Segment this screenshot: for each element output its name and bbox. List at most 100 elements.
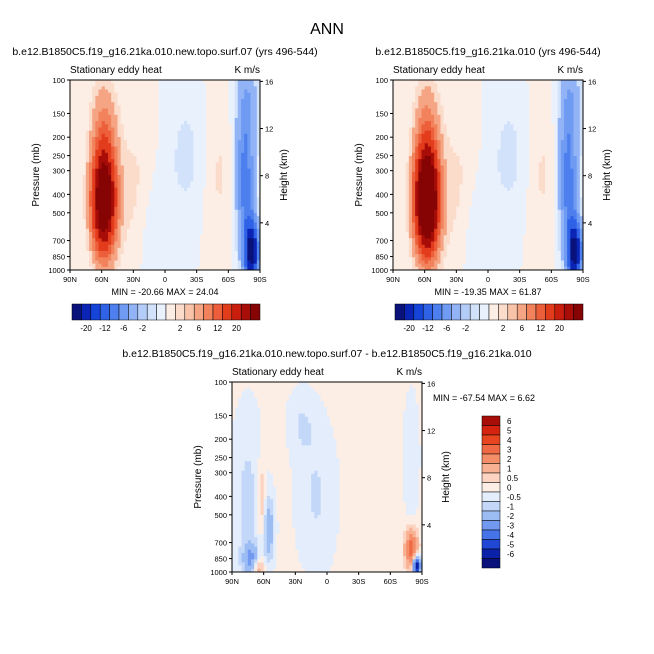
heat-cell bbox=[184, 209, 188, 214]
heat-cell bbox=[76, 235, 80, 239]
heat-cell bbox=[215, 108, 220, 113]
heat-cell bbox=[193, 194, 198, 198]
heat-cell bbox=[101, 187, 106, 192]
heat-cell bbox=[92, 86, 96, 90]
heat-cell bbox=[187, 247, 191, 252]
heat-cell bbox=[459, 124, 464, 128]
heat-cell bbox=[111, 260, 115, 265]
heat-cell bbox=[256, 213, 261, 217]
heat-cell bbox=[234, 184, 239, 189]
heat-cell bbox=[152, 105, 156, 109]
heat-cell bbox=[139, 222, 144, 227]
heat-cell bbox=[408, 89, 413, 94]
heat-cell bbox=[427, 83, 432, 87]
heat-cell bbox=[104, 222, 109, 227]
heat-cell bbox=[161, 89, 166, 94]
heat-cell bbox=[231, 200, 236, 204]
heat-cell bbox=[152, 181, 156, 185]
heat-cell bbox=[237, 206, 242, 211]
heat-cell bbox=[247, 156, 251, 160]
heat-cell bbox=[237, 247, 242, 252]
heat-cell bbox=[431, 89, 435, 94]
heat-cell bbox=[199, 152, 204, 157]
heat-cell bbox=[427, 89, 432, 94]
heat-cell bbox=[472, 102, 476, 106]
heat-cell bbox=[108, 219, 112, 223]
heat-cell bbox=[139, 114, 144, 119]
heat-cell bbox=[472, 121, 476, 125]
panel-title: b.e12.B1850C5.f19_g16.21ka.010.new.topo.… bbox=[12, 46, 317, 58]
heat-cell bbox=[256, 92, 261, 97]
heat-cell bbox=[570, 114, 574, 119]
heat-cell bbox=[465, 99, 470, 103]
heat-cell bbox=[79, 194, 84, 198]
heat-cell bbox=[92, 266, 96, 271]
heat-cell bbox=[127, 102, 131, 106]
heat-cell bbox=[98, 99, 103, 103]
heat-cell bbox=[231, 111, 236, 116]
heat-cell bbox=[152, 130, 156, 135]
heat-cell bbox=[206, 114, 210, 119]
heat-cell bbox=[76, 260, 80, 265]
heat-cell bbox=[152, 251, 156, 255]
heat-cell bbox=[529, 92, 533, 97]
heat-cell bbox=[237, 143, 242, 147]
heat-cell bbox=[180, 266, 185, 271]
heat-cell bbox=[73, 130, 77, 135]
heat-cell bbox=[541, 133, 546, 138]
heat-cell bbox=[253, 260, 258, 265]
heat-cell bbox=[120, 200, 125, 204]
heat-cell bbox=[516, 89, 521, 94]
heat-cell bbox=[206, 159, 210, 163]
heat-cell bbox=[133, 206, 137, 211]
heat-cell bbox=[85, 130, 90, 135]
heat-cell bbox=[111, 168, 115, 173]
heat-cell bbox=[127, 241, 131, 246]
heat-cell bbox=[241, 133, 245, 138]
heat-cell bbox=[203, 247, 207, 252]
heat-cell bbox=[174, 254, 179, 258]
heat-cell bbox=[510, 140, 514, 144]
heat-cell bbox=[196, 219, 201, 223]
heat-cell bbox=[522, 146, 527, 151]
heat-cell bbox=[541, 111, 546, 116]
heat-cell bbox=[114, 165, 118, 170]
heat-cell bbox=[203, 99, 207, 103]
heat-cell bbox=[165, 266, 169, 271]
heat-cell bbox=[564, 102, 568, 106]
heat-cell bbox=[481, 83, 486, 87]
heat-cell bbox=[120, 92, 125, 97]
heat-cell bbox=[180, 254, 185, 258]
heat-cell bbox=[234, 86, 239, 90]
heat-cell bbox=[535, 92, 540, 97]
heat-cell bbox=[193, 222, 198, 227]
heat-cell bbox=[459, 127, 464, 132]
heat-cell bbox=[136, 219, 141, 223]
heat-cell bbox=[456, 108, 460, 113]
heat-cell bbox=[70, 209, 74, 214]
heat-cell bbox=[95, 105, 99, 109]
heat-cell bbox=[570, 121, 574, 125]
heat-cell bbox=[244, 118, 248, 122]
heat-cell bbox=[161, 159, 166, 163]
heat-cell bbox=[85, 127, 90, 132]
heat-cell bbox=[247, 184, 251, 189]
heat-cell bbox=[399, 121, 403, 125]
heat-cell bbox=[250, 235, 255, 239]
heat-cell bbox=[241, 137, 245, 141]
heat-cell bbox=[70, 105, 74, 109]
heat-cell bbox=[475, 124, 479, 128]
heat-cell bbox=[215, 114, 220, 119]
heat-cell bbox=[206, 111, 210, 116]
heat-cell bbox=[174, 232, 179, 236]
heat-cell bbox=[161, 181, 166, 185]
heat-cell bbox=[165, 203, 169, 208]
heat-cell bbox=[541, 140, 546, 144]
heat-cell bbox=[184, 254, 188, 258]
heat-cell bbox=[98, 124, 103, 128]
heat-cell bbox=[222, 140, 226, 144]
heat-cell bbox=[171, 244, 175, 249]
heat-cell bbox=[70, 146, 74, 151]
heat-cell bbox=[95, 206, 99, 211]
heat-cell bbox=[497, 127, 502, 132]
